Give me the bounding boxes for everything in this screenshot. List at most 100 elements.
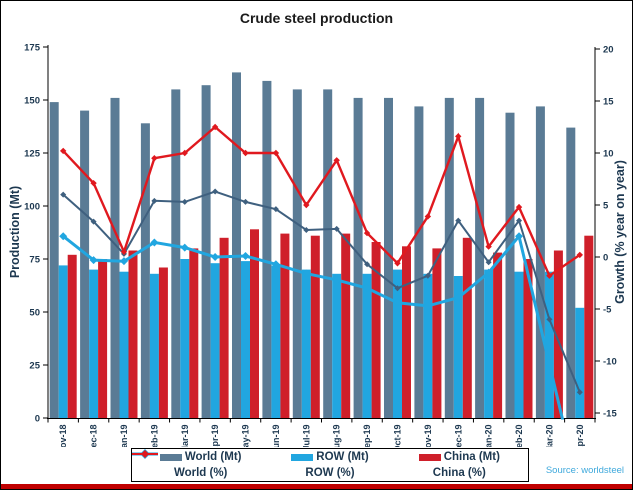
bar-world-Apr-19	[201, 85, 211, 419]
y-left-tick-50: 50	[29, 308, 40, 319]
row-bar-swatch-icon	[291, 453, 314, 461]
marker-world-pct-Dec-18	[90, 218, 97, 225]
bar-row-Nov-18	[58, 265, 68, 419]
marker-row-pct-Jan-20	[484, 268, 493, 277]
x-tick-Dec-19: Dec-19	[453, 425, 463, 448]
marker-world-pct-Nov-19	[424, 272, 431, 279]
bar-row-Nov-19	[423, 273, 433, 419]
bar-world-Aug-19	[323, 89, 333, 419]
y-right-tick--10: -10	[603, 357, 617, 368]
marker-world-pct-Nov-18	[60, 191, 67, 198]
bar-china-Dec-19	[462, 237, 472, 419]
x-tick-Jan-19: Jan-19	[119, 425, 129, 448]
legend-item-row-pct: ROW (%)	[132, 449, 394, 479]
marker-china-pct-Nov-19	[424, 213, 432, 220]
x-tick-May-19: May-19	[241, 425, 251, 448]
x-tick-Jul-19: Jul-19	[301, 425, 311, 448]
bar-world-Apr-20	[566, 127, 576, 419]
x-tick-Jan-20: Jan-20	[484, 425, 494, 447]
marker-china-pct-Feb-20	[515, 203, 523, 211]
bar-world-Jan-19	[110, 97, 120, 419]
marker-china-pct-Feb-19	[151, 155, 158, 162]
bar-world-Oct-19	[384, 97, 393, 419]
bar-china-Feb-19	[158, 267, 168, 419]
x-tick-Apr-20: Apr-20	[575, 425, 585, 448]
marker-row-pct-Dec-19	[454, 293, 463, 302]
marker-china-pct-Jan-19	[120, 248, 128, 255]
bar-row-Jan-19	[119, 271, 129, 419]
y-right-tick-10: 10	[603, 149, 614, 160]
marker-row-pct-Oct-19	[393, 298, 402, 307]
china-line-marker-icon	[132, 450, 158, 458]
line-series-group	[59, 123, 584, 420]
legend-label-china-pct: China (%)	[432, 467, 486, 479]
marker-row-pct-Jun-19	[271, 260, 280, 269]
bar-world-Mar-20	[535, 106, 545, 419]
y-left-tick-100: 100	[24, 202, 40, 213]
line-row-pct	[62, 232, 565, 420]
bar-row-Apr-19	[210, 263, 220, 419]
bar-china-Apr-20	[584, 235, 594, 419]
bar-world-Mar-19	[171, 89, 181, 419]
marker-row-pct-Feb-20	[515, 232, 524, 241]
legend-item-world-pct: World (%)	[132, 450, 265, 479]
bar-china-Jul-19	[310, 235, 320, 419]
bar-world-Jul-19	[292, 89, 302, 419]
y-left-tick-75: 75	[29, 255, 40, 266]
bar-row-Jun-19	[271, 265, 281, 419]
x-tick-Jun-19: Jun-19	[271, 425, 281, 448]
source-note: Source: worldsteel	[545, 465, 624, 476]
legend-item-china-pct: China (%)	[132, 450, 524, 479]
y-right-tick-0: 0	[603, 253, 608, 264]
x-tick-Oct-19: Oct-19	[392, 425, 402, 448]
bar-china-Aug-19	[341, 233, 351, 419]
marker-row-pct-Sep-19	[363, 284, 372, 293]
marker-world-pct-Sep-19	[364, 261, 371, 268]
plot-area: 175150125100755025020151050-5-10-15Nov-1…	[24, 43, 617, 448]
marker-row-pct-Mar-20	[545, 360, 554, 369]
marker-row-pct-May-19	[241, 251, 250, 260]
bar-china-Feb-20	[523, 259, 533, 419]
marker-world-pct-Feb-19	[151, 197, 158, 204]
bar-row-Jul-19	[301, 269, 311, 419]
bar-world-Jun-19	[262, 80, 272, 419]
bar-row-Aug-19	[332, 273, 342, 419]
bottom-accent-strip	[1, 484, 632, 489]
marker-china-pct-Mar-19	[181, 149, 188, 157]
marker-china-pct-Sep-19	[363, 229, 371, 237]
line-china-pct	[62, 125, 581, 278]
legend-label-world-pct: World (%)	[173, 467, 228, 479]
bar-china-Apr-19	[219, 237, 229, 419]
china-bar-swatch-icon	[418, 453, 441, 461]
legend-label-china-mt: China (Mt)	[443, 451, 500, 463]
y-left-tick-125: 125	[24, 149, 41, 160]
legend-box: World (Mt) ROW (Mt) China (Mt) World (%)…	[131, 448, 529, 482]
x-tick-Feb-19: Feb-19	[149, 425, 159, 448]
marker-row-pct-Aug-19	[332, 275, 341, 284]
legend-label-row-pct: ROW (%)	[305, 467, 355, 479]
bar-china-Nov-19	[432, 248, 442, 419]
bar-china-May-19	[250, 229, 259, 419]
marker-row-pct-Nov-18	[59, 232, 68, 241]
x-tick-Sep-19: Sep-19	[362, 425, 372, 448]
bar-row-Mar-19	[180, 259, 190, 419]
marker-china-pct-Mar-20	[546, 272, 553, 279]
marker-world-pct-Mar-20	[546, 316, 553, 323]
marker-china-pct-Dec-19	[455, 133, 462, 140]
bar-world-May-19	[232, 72, 241, 419]
bar-world-Feb-20	[505, 112, 515, 419]
bar-china-Mar-20	[553, 250, 563, 419]
legend-label-world-mt: World (Mt)	[184, 451, 242, 463]
marker-row-pct-Nov-19	[423, 301, 432, 310]
bar-row-Oct-19	[393, 269, 402, 419]
bar-china-Jun-19	[280, 233, 290, 419]
y-right-tick-15: 15	[603, 97, 614, 108]
bar-world-Nov-19	[414, 106, 424, 419]
x-tick-Mar-19: Mar-19	[180, 425, 190, 448]
bar-row-Feb-20	[514, 271, 524, 419]
bar-world-Dec-19	[444, 97, 454, 419]
bar-row-Jan-20	[484, 269, 494, 419]
marker-row-pct-Mar-19	[180, 243, 189, 252]
marker-world-pct-Apr-20	[576, 389, 583, 396]
marker-row-pct-Feb-19	[150, 238, 159, 247]
